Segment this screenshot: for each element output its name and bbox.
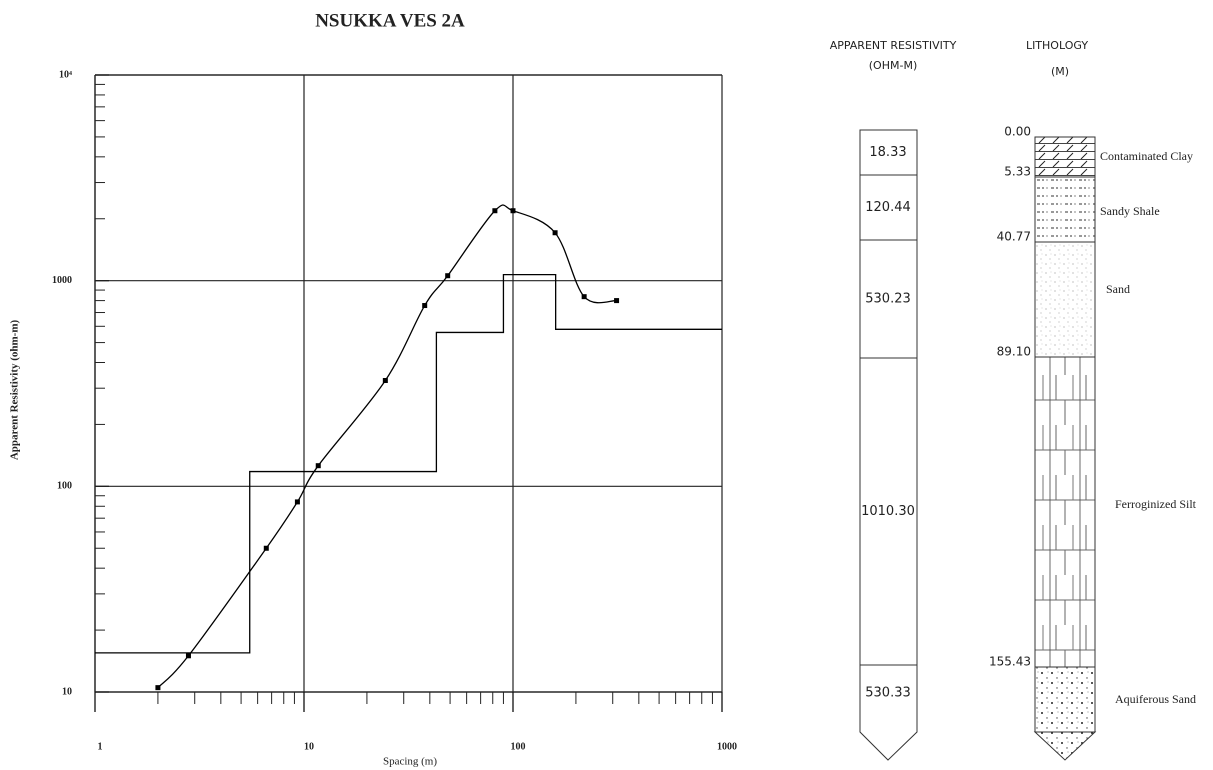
x-tick-label: 1000 — [717, 741, 737, 752]
layer-name: Ferroginized Silt — [1115, 497, 1197, 511]
column-unit: (M) — [1051, 65, 1069, 78]
ves-chart: NSUKKA VES 2A Spacing (m) Apparent Resis… — [9, 10, 737, 767]
lithology-layer — [1034, 666, 1096, 733]
x-axis-label: Spacing (m) — [383, 756, 437, 768]
column-unit: (OHM-M) — [869, 59, 917, 72]
data-point — [492, 208, 498, 214]
data-point — [510, 208, 516, 214]
depth-label: 89.10 — [997, 345, 1031, 359]
depth-label: 0.00 — [1004, 125, 1031, 139]
y-tick-label: 10 — [62, 686, 72, 697]
column-title: LITHOLOGY — [1026, 39, 1088, 52]
y-tick-label: 10⁴ — [59, 69, 72, 80]
x-tick-label: 100 — [511, 741, 526, 752]
lithology-layer — [1034, 136, 1096, 178]
layer-name: Sand — [1106, 282, 1130, 296]
chart-title: NSUKKA VES 2A — [315, 10, 465, 31]
depth-label: 155.43 — [989, 655, 1031, 669]
depth-label: 5.33 — [1004, 165, 1031, 179]
data-point — [581, 294, 587, 300]
data-point — [315, 463, 321, 469]
model-curve — [95, 273, 722, 654]
layer-name: Aquiferous Sand — [1115, 692, 1196, 706]
column-title: APPARENT RESISTIVITY — [830, 39, 957, 52]
resistivity-value: 530.23 — [865, 292, 911, 307]
x-tick-label: 1 — [98, 741, 103, 752]
column-outline — [859, 129, 918, 761]
data-point — [614, 298, 620, 304]
layer-name: Sandy Shale — [1100, 204, 1160, 218]
resistivity-value: 530.33 — [865, 686, 911, 701]
resistivity-value: 120.44 — [865, 200, 911, 215]
x-tick-label: 10 — [304, 741, 314, 752]
layer-name: Contaminated Clay — [1100, 149, 1193, 163]
resistivity-value: 18.33 — [869, 145, 906, 160]
y-tick-label: 1000 — [52, 275, 72, 286]
resistivity-value: 1010.30 — [861, 504, 915, 519]
y-axis-label: Apparent Resistivity (ohm-m) — [9, 319, 21, 460]
depth-label: 40.77 — [997, 230, 1031, 244]
data-point — [263, 545, 269, 551]
resistivity-column: APPARENT RESISTIVITY (OHM-M) 18.33 120.44… — [830, 39, 957, 761]
data-point — [552, 230, 558, 236]
data-point — [294, 499, 300, 505]
y-tick-label: 100 — [57, 481, 72, 492]
data-point — [155, 685, 161, 691]
data-point — [422, 303, 428, 309]
lithology-layer — [1034, 356, 1096, 668]
lithology-column: LITHOLOGY (M) Contaminated Clay Sandy Sha… — [989, 39, 1197, 761]
data-point — [185, 653, 191, 659]
lithology-layer — [1034, 176, 1096, 243]
field-curve — [157, 204, 617, 689]
lithology-layer — [1034, 241, 1096, 358]
data-point — [382, 378, 388, 384]
data-point — [445, 273, 451, 279]
column-tip — [1033, 731, 1097, 761]
